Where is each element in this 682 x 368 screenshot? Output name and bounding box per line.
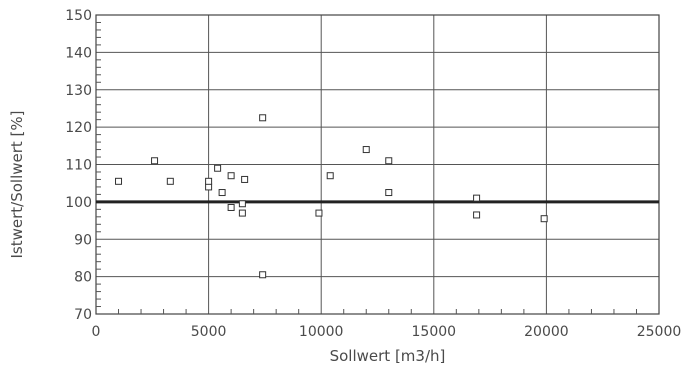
y-tick-label: 140: [65, 45, 92, 61]
data-point: [540, 215, 548, 223]
data-point: [385, 157, 393, 165]
data-point: [205, 177, 213, 185]
data-points: [115, 114, 548, 279]
grid: [95, 14, 660, 315]
y-tick-label: 120: [65, 120, 92, 136]
data-point: [326, 172, 334, 180]
data-point: [166, 177, 174, 185]
y-tick-label: 80: [74, 270, 92, 286]
x-tick-label: 5000: [191, 324, 227, 340]
data-point: [214, 164, 222, 172]
minor-ticks: [96, 21, 637, 314]
y-tick-label: 90: [74, 232, 92, 248]
data-point: [205, 183, 213, 191]
y-tick-label: 150: [65, 8, 92, 24]
data-point: [218, 189, 226, 197]
data-point: [227, 172, 235, 180]
y-tick-label: 130: [65, 83, 92, 99]
data-point: [227, 203, 235, 211]
x-tick-label: 15000: [412, 324, 457, 340]
data-point: [385, 189, 393, 197]
data-point: [115, 177, 123, 185]
x-tick-label: 10000: [299, 324, 344, 340]
data-point: [362, 146, 370, 154]
x-tick-label: 20000: [524, 324, 569, 340]
data-point: [241, 175, 249, 183]
x-tick-label: 0: [92, 324, 101, 340]
data-point: [473, 211, 481, 219]
data-point: [151, 157, 159, 165]
data-point: [315, 209, 323, 217]
y-axis-title: Istwert/Sollwert [%]: [8, 110, 26, 258]
x-axis-title: Sollwert [m3/h]: [330, 347, 446, 365]
data-point: [259, 114, 267, 122]
y-tick-label: 110: [65, 158, 92, 174]
plot-frame: [95, 14, 660, 315]
x-tick-label: 25000: [637, 324, 682, 340]
data-point: [238, 200, 246, 208]
data-point: [473, 194, 481, 202]
y-tick-label: 70: [74, 307, 92, 323]
tick-labels: 70 80 90 100 110 120 130 140 150 0 5000 10000 15000 2…: [65, 8, 681, 340]
data-point: [259, 271, 267, 279]
y-tick-label: 100: [65, 195, 92, 211]
data-point: [238, 209, 246, 217]
